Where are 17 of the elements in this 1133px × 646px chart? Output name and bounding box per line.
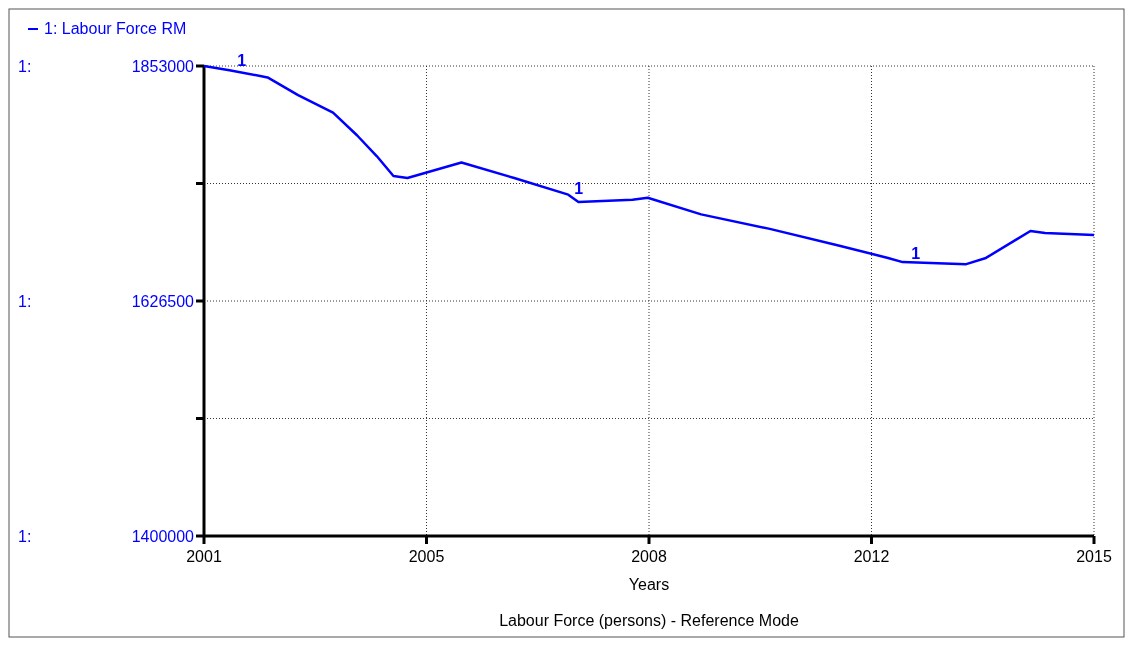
x-tick-label: 2001 <box>186 548 222 565</box>
text: 1: <box>18 57 32 75</box>
x-tick-label: 2008 <box>631 548 667 565</box>
x-tick-label: 2012 <box>853 548 890 565</box>
text: 1: <box>18 527 32 545</box>
annotation: 1 <box>911 244 921 262</box>
y-tick-label: 1853000 <box>131 57 195 75</box>
y-tick-label: 1400000 <box>131 527 195 545</box>
text: 1: <box>18 292 32 310</box>
x-tick-label: 2005 <box>408 548 445 565</box>
annotation: 1 <box>237 51 247 69</box>
legend-label: 1: Labour Force RM <box>44 20 187 37</box>
text: Labour Force (persons) - Reference Mode <box>499 612 799 629</box>
x-tick-label: 2015 <box>1076 548 1112 565</box>
annotation: 1 <box>574 180 584 198</box>
x-axis-title: Years <box>628 576 670 593</box>
y-tick-label: 1626500 <box>131 292 195 310</box>
